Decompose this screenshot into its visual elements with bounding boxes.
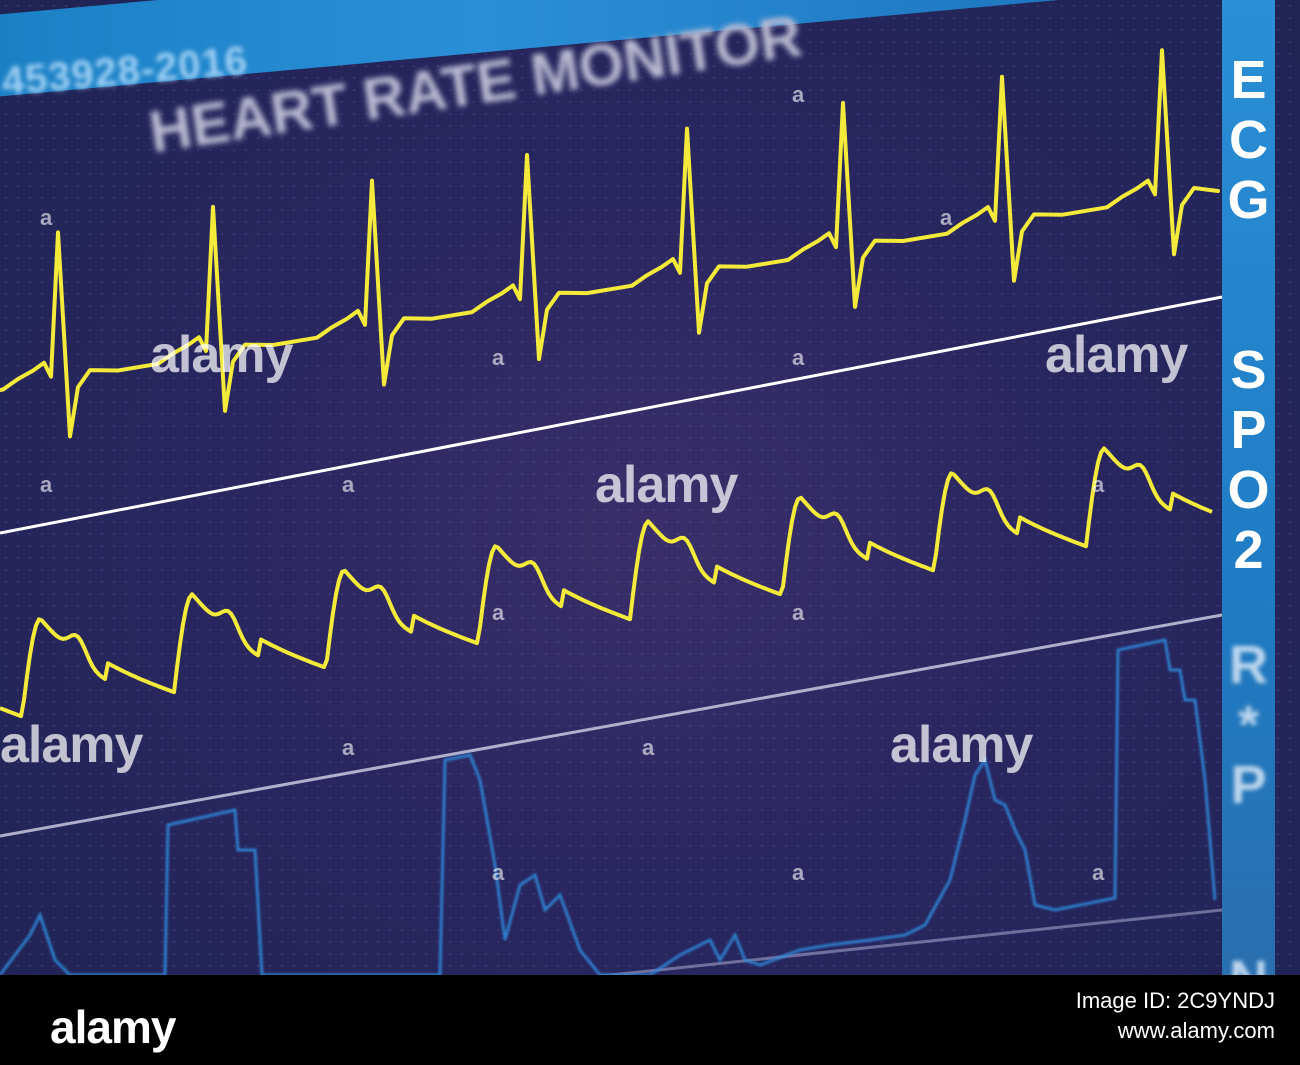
channel-label-resp: R * P: [1229, 635, 1268, 815]
watermark-mark: a: [940, 205, 953, 230]
watermark-mark: a: [792, 82, 805, 107]
watermark-mark: a: [792, 600, 805, 625]
watermark-mark: a: [492, 600, 505, 625]
watermark-mark: a: [642, 735, 655, 760]
watermark-mark: a: [492, 860, 505, 885]
watermark-mark: a: [1092, 472, 1105, 497]
watermark-logo: alamy: [150, 326, 293, 384]
spo2-waveform: [0, 446, 1213, 719]
footer-brand-logo: alamy: [50, 1001, 176, 1053]
dot-grid: [0, 0, 1300, 975]
watermark-mark: a: [40, 205, 53, 230]
divider-line-1: [0, 295, 1223, 535]
channel-label-ecg: E C G: [1227, 50, 1270, 230]
watermark-logo: alamy: [0, 716, 143, 774]
divider-line-3: [596, 908, 1223, 975]
watermark-logo: alamy: [1045, 326, 1188, 384]
watermark-mark: a: [792, 345, 805, 370]
watermark-logo: alamy: [595, 456, 738, 514]
waveform-canvas: [0, 48, 1223, 975]
image-id: Image ID: 2C9YNDJ: [1075, 988, 1275, 1013]
resp-waveform: [0, 638, 1217, 975]
divider-line-2: [0, 613, 1223, 838]
ecg-waveform: [0, 48, 1220, 439]
channel-label-n: N: [1222, 950, 1275, 975]
monitor-screen: 453928-2016 HEART RATE MONITOR E C G S P…: [0, 0, 1300, 975]
channel-label-spo2: S P O 2: [1227, 340, 1270, 580]
watermark-logo: alamy: [890, 716, 1033, 774]
site-url: www.alamy.com: [1117, 1018, 1275, 1043]
watermark-mark: a: [342, 472, 355, 497]
footer-info: Image ID: 2C9YNDJ www.alamy.com: [1076, 986, 1275, 1046]
watermark-mark: a: [492, 345, 505, 370]
channel-label-bar: [1222, 0, 1275, 975]
watermark-mark: a: [792, 860, 805, 885]
footer-bar: [0, 975, 1300, 1065]
watermark-mark: a: [1092, 860, 1105, 885]
watermark-mark: a: [40, 472, 53, 497]
watermark-mark: a: [342, 735, 355, 760]
